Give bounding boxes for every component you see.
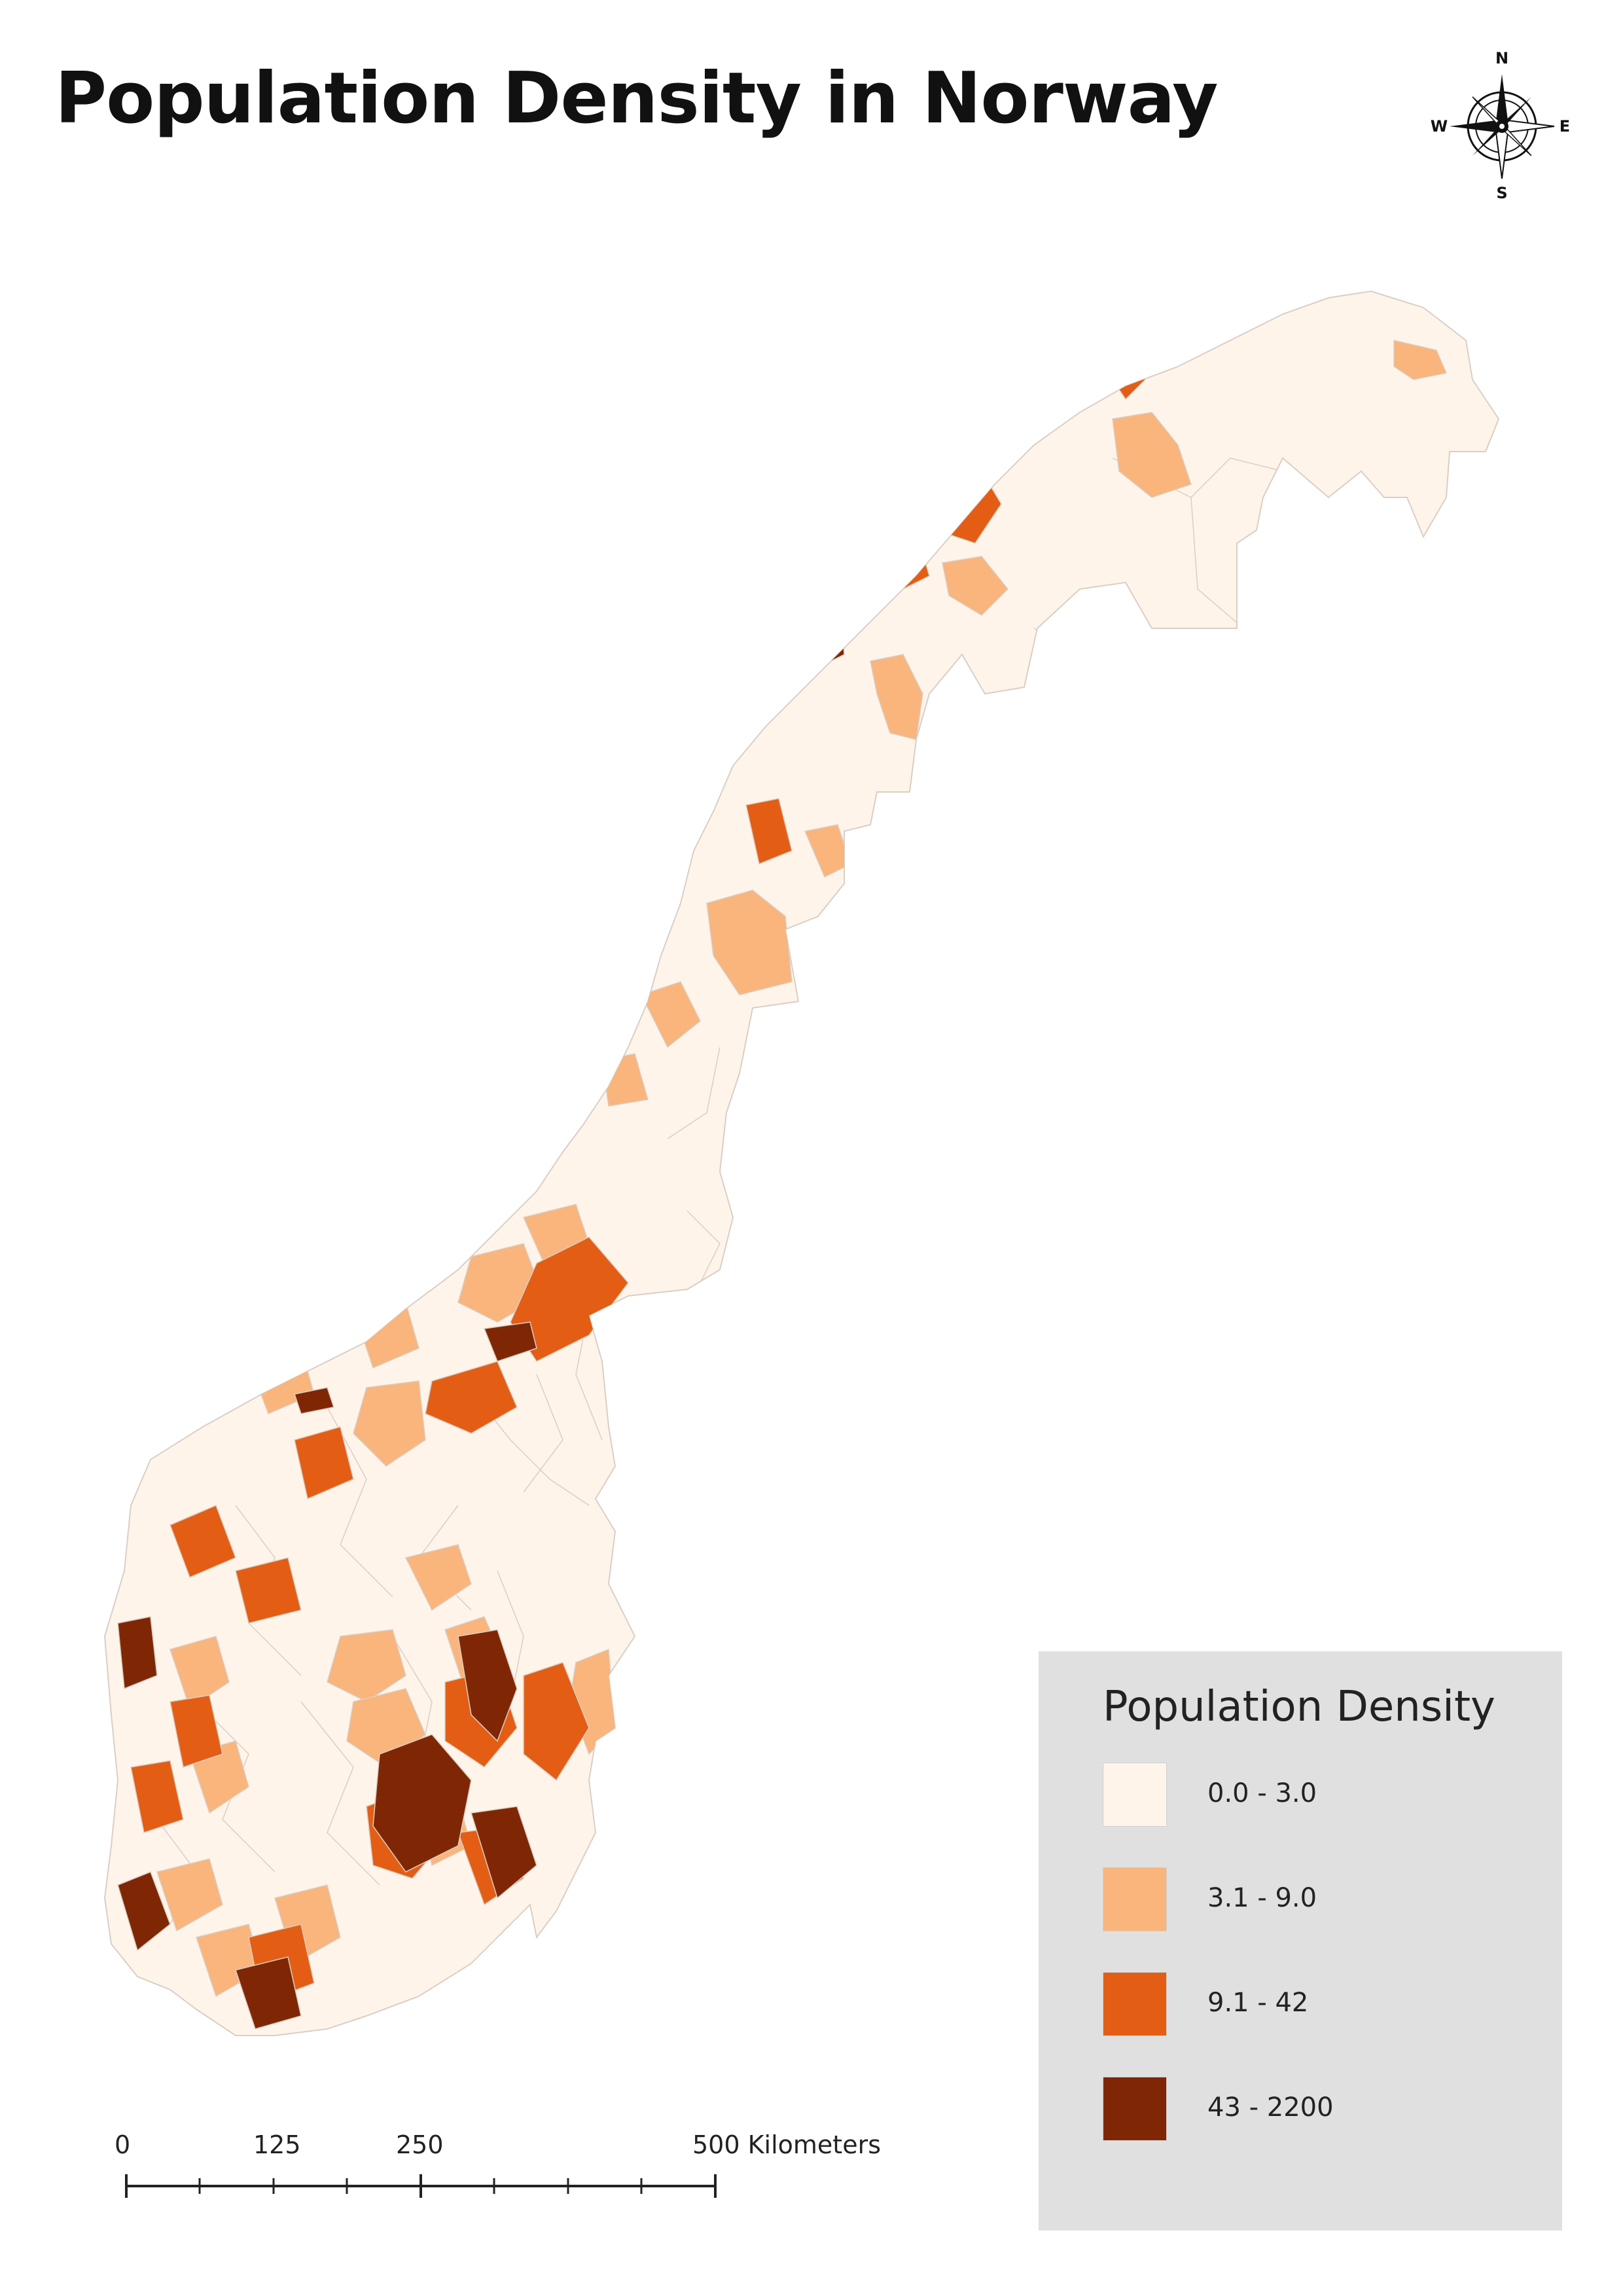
scale-label: 0	[115, 2130, 131, 2159]
legend-item: 43 - 2200	[1103, 2077, 1561, 2142]
legend-swatch	[1103, 1763, 1167, 1827]
legend-item: 9.1 - 42	[1103, 1972, 1561, 2037]
compass-east-label: E	[1560, 117, 1570, 135]
legend-label: 9.1 - 42	[1207, 1988, 1309, 2018]
legend-item: 0.0 - 3.0	[1103, 1763, 1561, 1828]
legend-label: 0.0 - 3.0	[1207, 1778, 1317, 1808]
compass-south-label: S	[1496, 184, 1507, 200]
scale-label: 250	[396, 2130, 444, 2159]
legend-label: 43 - 2200	[1207, 2092, 1334, 2123]
legend-label: 3.1 - 9.0	[1207, 1883, 1317, 1913]
legend-swatch	[1103, 2077, 1167, 2141]
legend-swatch	[1103, 1972, 1167, 2036]
legend-item: 3.1 - 9.0	[1103, 1867, 1561, 1933]
density-class-lowest-area	[103, 290, 1500, 2036]
north-arrow-compass-icon: N S E W	[1431, 49, 1570, 200]
legend-panel: Population Density 0.0 - 3.0 3.1 - 9.0 9…	[1039, 1651, 1562, 2231]
norway-map	[103, 290, 1500, 2036]
scale-label: 500 Kilometers	[692, 2130, 881, 2159]
map-title: Population Density in Norway	[55, 58, 1219, 139]
legend-title: Population Density	[1103, 1683, 1495, 1731]
scale-label: 125	[253, 2130, 301, 2159]
scale-bar: 0 125 250 500 Kilometers	[115, 2130, 900, 2202]
scale-bar-ticks	[125, 2174, 717, 2198]
compass-west-label: W	[1431, 117, 1448, 135]
legend-swatch	[1103, 1867, 1167, 1931]
compass-north-label: N	[1495, 49, 1508, 67]
